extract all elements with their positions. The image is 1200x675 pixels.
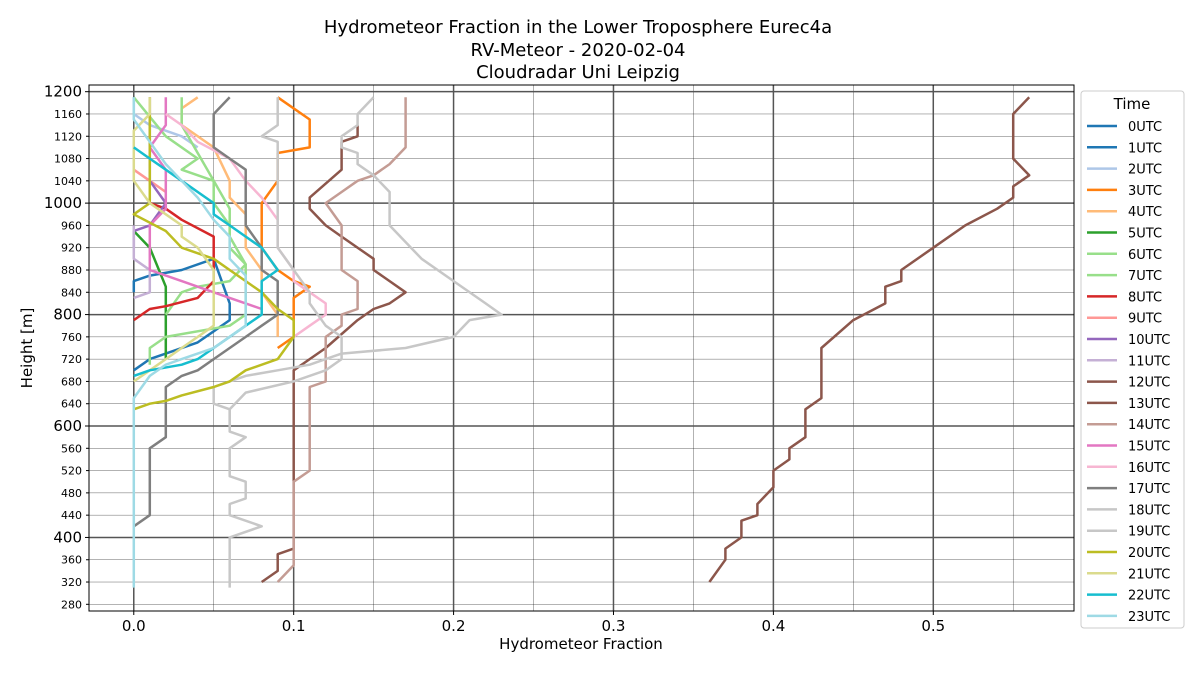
y-minor-tick-label: 560 xyxy=(61,442,82,455)
y-minor-tick-label: 640 xyxy=(61,398,82,411)
y-minor-tick-label: 480 xyxy=(61,487,82,500)
y-minor-tick-label: 440 xyxy=(61,509,82,522)
legend-label-3UTC: 3UTC xyxy=(1128,184,1162,199)
y-major-tick-label: 800 xyxy=(53,306,82,324)
legend-label-1UTC: 1UTC xyxy=(1128,141,1162,156)
legend-label-0UTC: 0UTC xyxy=(1128,120,1162,135)
legend-label-10UTC: 10UTC xyxy=(1128,333,1170,348)
legend-label-4UTC: 4UTC xyxy=(1128,205,1162,220)
legend-label-19UTC: 19UTC xyxy=(1128,525,1170,540)
legend-label-20UTC: 20UTC xyxy=(1128,546,1170,561)
legend-label-11UTC: 11UTC xyxy=(1128,354,1170,369)
legend-label-15UTC: 15UTC xyxy=(1128,440,1170,455)
y-major-tick-label: 600 xyxy=(53,417,82,435)
y-minor-tick-label: 1160 xyxy=(54,108,82,121)
legend-label-7UTC: 7UTC xyxy=(1128,269,1162,284)
y-major-tick-label: 1000 xyxy=(44,194,82,212)
y-minor-tick-label: 960 xyxy=(61,219,82,232)
legend-frame xyxy=(1080,90,1185,629)
legend-label-22UTC: 22UTC xyxy=(1128,589,1170,604)
legend-label-12UTC: 12UTC xyxy=(1128,376,1170,391)
legend-label-16UTC: 16UTC xyxy=(1128,461,1170,476)
title-line-2: RV-Meteor - 2020-02-04 xyxy=(471,40,686,61)
title-line-3: Cloudradar Uni Leipzig xyxy=(476,62,680,83)
legend-label-23UTC: 23UTC xyxy=(1128,610,1170,625)
legend-title: Time xyxy=(1113,95,1151,113)
series-lines xyxy=(132,96,1031,588)
legend-label-2UTC: 2UTC xyxy=(1128,163,1162,178)
y-minor-tick-label: 280 xyxy=(61,598,82,611)
series-line-3UTC xyxy=(260,96,311,350)
legend-label-14UTC: 14UTC xyxy=(1128,418,1170,433)
series-line-6UTC xyxy=(148,97,247,365)
series-line-20UTC xyxy=(132,97,295,411)
y-minor-tick-label: 680 xyxy=(61,375,82,388)
legend-label-9UTC: 9UTC xyxy=(1128,312,1162,327)
series-line-12UTC xyxy=(708,96,1031,583)
series-line-5UTC xyxy=(132,230,168,360)
x-tick-label: 0.1 xyxy=(282,617,306,635)
y-minor-tick-label: 920 xyxy=(61,242,82,255)
y-axis-label: Height [m] xyxy=(18,308,36,389)
y-minor-tick-label: 1080 xyxy=(54,153,82,166)
x-tick-label: 0.5 xyxy=(921,617,945,635)
series-line-22UTC xyxy=(133,146,279,378)
x-tick-label: 0.4 xyxy=(761,617,785,635)
x-axis-label: Hydrometeor Fraction xyxy=(499,635,663,653)
y-minor-tick-label: 720 xyxy=(61,353,82,366)
y-minor-tick-label: 880 xyxy=(61,264,82,277)
plot-frame xyxy=(88,84,1075,612)
y-minor-tick-label: 840 xyxy=(61,286,82,299)
legend-label-13UTC: 13UTC xyxy=(1128,397,1170,412)
y-minor-tick-label: 320 xyxy=(61,576,82,589)
series-line-21UTC xyxy=(132,97,215,383)
legend-label-6UTC: 6UTC xyxy=(1128,248,1162,263)
x-tick-label: 0.2 xyxy=(442,617,466,635)
legend-label-8UTC: 8UTC xyxy=(1128,290,1162,305)
legend-label-18UTC: 18UTC xyxy=(1128,503,1170,518)
y-minor-tick-label: 520 xyxy=(61,465,82,478)
x-tick-label: 0.3 xyxy=(602,617,626,635)
axis-ticks: 0.0 0.1 0.2 0.3 0.4 0.5 400 600 800 1000 1200 280 32… xyxy=(44,83,945,635)
y-minor-tick-label: 1040 xyxy=(54,175,82,188)
title-line-1: Hydrometeor Fraction in the Lower Tropos… xyxy=(324,17,832,38)
legend: Time 0UTC 1UTC 2UTC 3UTC 4UTC 5UTC 6UTC 7UTC 8UT… xyxy=(1080,90,1185,629)
y-major-tick-label: 1200 xyxy=(44,83,82,101)
x-tick-label: 0.0 xyxy=(122,617,146,635)
legend-label-5UTC: 5UTC xyxy=(1128,227,1162,242)
series-line-13UTC xyxy=(260,125,407,584)
chart-title: Hydrometeor Fraction in the Lower Tropos… xyxy=(324,17,832,83)
series-line-23UTC xyxy=(132,97,247,588)
series-line-18UTC xyxy=(228,97,343,588)
series-line-14UTC xyxy=(276,97,407,583)
y-minor-tick-label: 360 xyxy=(61,554,82,567)
series-line-17UTC xyxy=(133,96,279,528)
y-minor-tick-label: 1120 xyxy=(54,130,82,143)
grid xyxy=(89,85,1074,611)
series-line-11UTC xyxy=(132,225,152,300)
legend-label-21UTC: 21UTC xyxy=(1128,567,1170,582)
legend-label-17UTC: 17UTC xyxy=(1128,482,1170,497)
y-minor-tick-label: 760 xyxy=(61,331,82,344)
y-major-tick-label: 400 xyxy=(53,528,82,546)
